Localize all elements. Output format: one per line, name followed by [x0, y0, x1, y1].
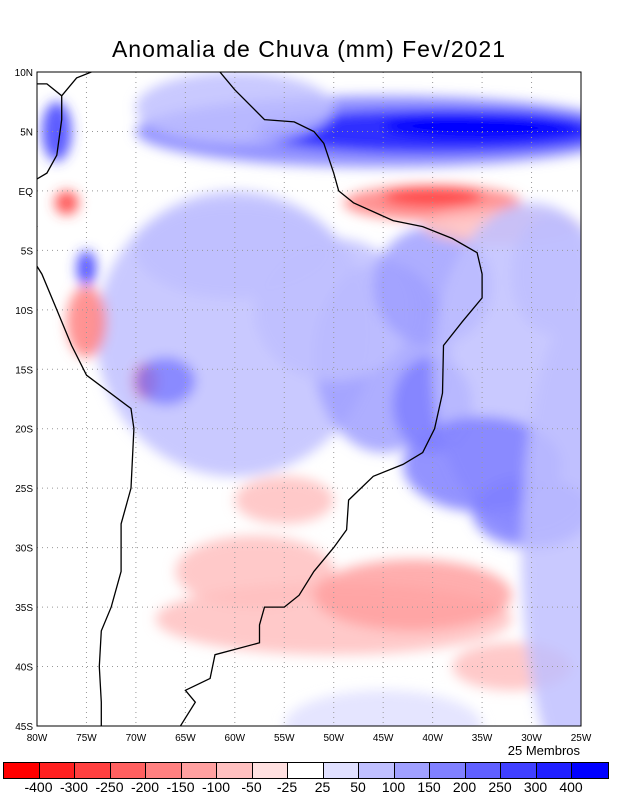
colorbar-label: -250: [95, 779, 124, 795]
colorbar-label: -100: [201, 779, 231, 795]
colorbar-label: 400: [559, 779, 583, 795]
lon-tick-label: 70W: [126, 733, 147, 744]
colorbar-label: -200: [130, 779, 160, 795]
lon-tick-label: 75W: [76, 733, 97, 744]
map-frame: [36, 71, 582, 727]
colorbar-swatch: [146, 763, 182, 778]
lon-tick-label: 60W: [225, 733, 246, 744]
lat-tick-label: 10S: [15, 306, 33, 317]
lat-tick-label: 5N: [20, 127, 33, 138]
lon-tick-label: 25W: [571, 733, 592, 744]
colorbar-label: -50: [241, 779, 262, 795]
colorbar-swatch: [252, 763, 288, 778]
colorbar-label: -25: [276, 779, 298, 795]
lat-tick-label: 5S: [21, 246, 34, 257]
colorbar-label: 200: [452, 779, 477, 795]
colorbar-label: 250: [488, 779, 512, 795]
colorbar-swatch: [501, 763, 537, 778]
colorbar-swatch: [75, 763, 111, 778]
colorbar-swatch: [39, 763, 75, 778]
rainfall-anomaly-map: 80W 75W 70W 65W 60W 55W 50W 45W 40W 35W 30W 25W 10N 5…: [15, 68, 592, 744]
colorbar-swatch: [217, 763, 253, 778]
colorbar-labels: -400 -300 -250 -200 -150 -100 -50 -25 25 50 100 150…: [0, 779, 618, 797]
colorbar-swatch: [430, 763, 466, 778]
lat-tick-label: 40S: [15, 663, 33, 674]
colorbar-swatch: [572, 763, 608, 778]
lon-tick-label: 50W: [323, 733, 344, 744]
lat-tick-label: 30S: [15, 544, 33, 555]
lon-tick-label: 65W: [175, 733, 196, 744]
colorbar-swatch: [536, 763, 572, 778]
lat-tick-label: 20S: [15, 425, 33, 436]
grid-lines: [37, 72, 581, 726]
colorbar-swatch: [110, 763, 146, 778]
colorbar-swatch: [181, 763, 217, 778]
lon-tick-label: 55W: [274, 733, 295, 744]
lat-tick-label: 10N: [15, 68, 33, 79]
lat-tick-label: 35S: [15, 603, 33, 614]
lat-tick-label: 15S: [15, 365, 33, 376]
colorbar: [3, 762, 609, 779]
map-title: Anomalia de Chuva (mm) Fev/2021: [111, 36, 507, 62]
colorbar-swatch: [4, 763, 40, 778]
colorbar-label: 25: [314, 779, 331, 795]
colorbar-swatch: [359, 763, 395, 778]
colorbar-label: -300: [59, 779, 89, 795]
lat-tick-label: 25S: [15, 484, 33, 495]
colorbar-swatch: [323, 763, 359, 778]
lon-tick-label: 40W: [422, 733, 443, 744]
colorbar-label: 150: [417, 779, 441, 795]
colorbar-label: -400: [24, 779, 53, 795]
lon-tick-label: 80W: [27, 733, 48, 744]
colorbar-swatch: [465, 763, 501, 778]
colorbar-label: 100: [381, 779, 406, 795]
members-label: 25 Membros: [507, 743, 580, 758]
lat-tick-label: 45S: [15, 722, 33, 733]
lon-tick-label: 45W: [373, 733, 394, 744]
colorbar-label: 300: [523, 779, 548, 795]
lat-tick-label: EQ: [19, 187, 34, 198]
lon-tick-label: 30W: [521, 733, 542, 744]
colorbar-label: -150: [166, 779, 195, 795]
lon-tick-label: 35W: [472, 733, 493, 744]
colorbar-swatch: [288, 763, 324, 778]
coastline: [37, 72, 483, 726]
colorbar-label: 50: [350, 779, 366, 795]
colorbar-swatch: [394, 763, 430, 778]
